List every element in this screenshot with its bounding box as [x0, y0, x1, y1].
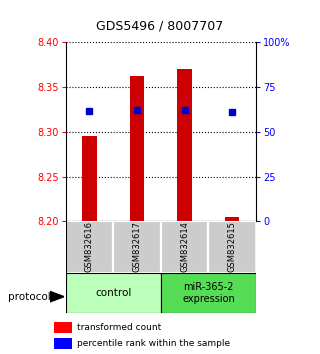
Bar — [66, 273, 161, 313]
Bar — [161, 221, 208, 273]
Text: GSM832615: GSM832615 — [228, 222, 237, 272]
Text: GSM832617: GSM832617 — [132, 221, 141, 273]
Bar — [130, 75, 144, 221]
Text: transformed count: transformed count — [77, 323, 162, 332]
Text: miR-365-2
expression: miR-365-2 expression — [182, 282, 235, 304]
Bar — [82, 136, 97, 221]
Bar — [54, 322, 72, 333]
Text: control: control — [95, 288, 132, 298]
Bar — [54, 338, 72, 349]
Bar — [161, 273, 256, 313]
Bar — [225, 217, 239, 221]
Text: GDS5496 / 8007707: GDS5496 / 8007707 — [96, 19, 224, 33]
Bar — [113, 221, 161, 273]
Bar — [178, 69, 192, 221]
Bar — [208, 221, 256, 273]
Text: protocol: protocol — [8, 292, 51, 302]
Text: GSM832614: GSM832614 — [180, 222, 189, 272]
Text: percentile rank within the sample: percentile rank within the sample — [77, 339, 231, 348]
Bar — [66, 221, 113, 273]
Text: GSM832616: GSM832616 — [85, 221, 94, 273]
Polygon shape — [50, 291, 64, 302]
